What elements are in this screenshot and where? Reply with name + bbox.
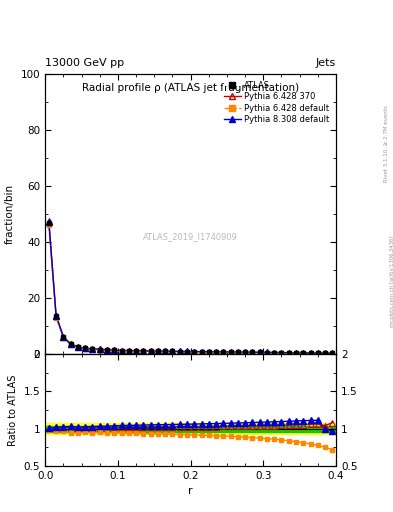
Y-axis label: Ratio to ATLAS: Ratio to ATLAS — [8, 374, 18, 445]
X-axis label: r: r — [188, 486, 193, 496]
Text: Rivet 3.1.10, ≥ 2.7M events: Rivet 3.1.10, ≥ 2.7M events — [384, 105, 388, 182]
Text: Jets: Jets — [316, 57, 336, 68]
Text: ATLAS_2019_I1740909: ATLAS_2019_I1740909 — [143, 232, 238, 241]
Legend: ATLAS, Pythia 6.428 370, Pythia 6.428 default, Pythia 8.308 default: ATLAS, Pythia 6.428 370, Pythia 6.428 de… — [222, 78, 332, 127]
Text: 13000 GeV pp: 13000 GeV pp — [45, 57, 124, 68]
Y-axis label: fraction/bin: fraction/bin — [5, 184, 15, 244]
Text: Radial profile ρ (ATLAS jet fragmentation): Radial profile ρ (ATLAS jet fragmentatio… — [82, 82, 299, 93]
Text: mcplots.cern.ch [arXiv:1306.3436]: mcplots.cern.ch [arXiv:1306.3436] — [390, 236, 393, 327]
